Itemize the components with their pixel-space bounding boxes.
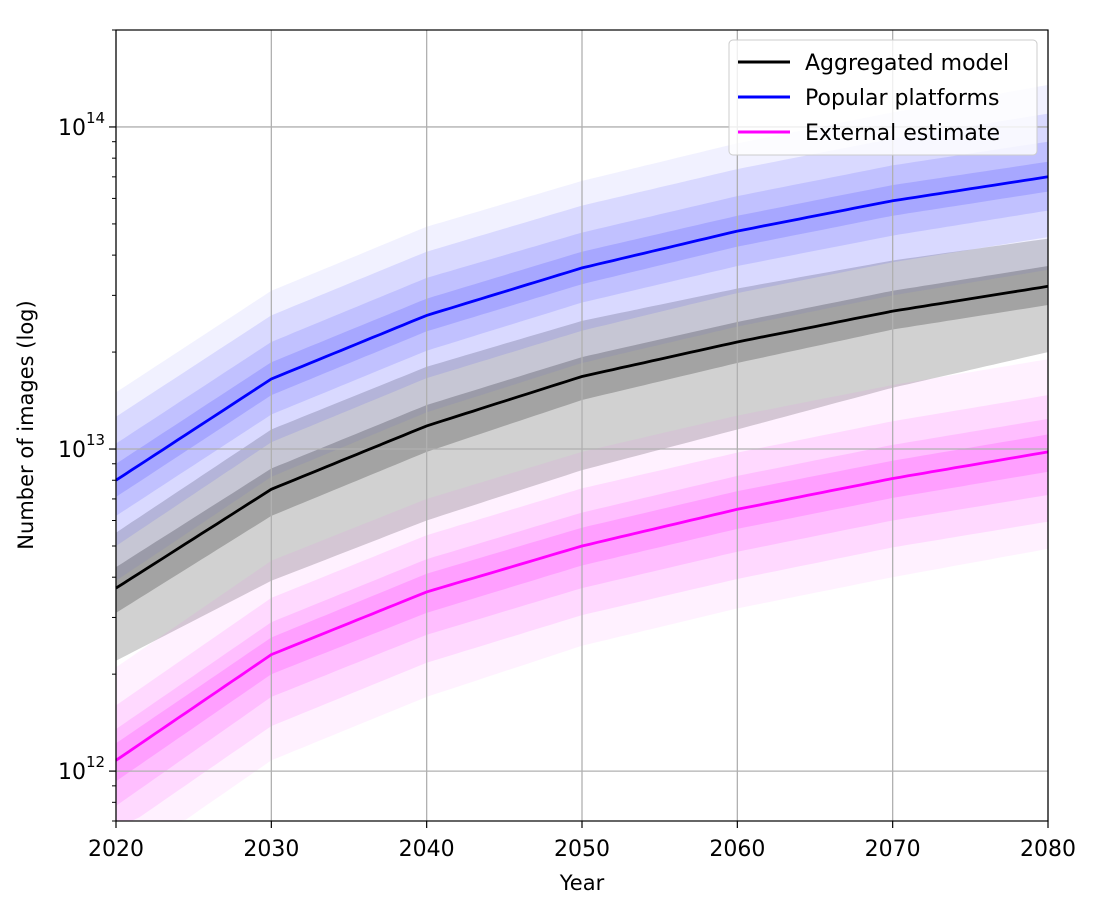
x-tick-label-6: 2080 (1020, 837, 1076, 862)
series-line-2 (115, 450, 1049, 762)
x-axis-label: Year (559, 871, 605, 895)
y-tick-label-1: 10 (58, 438, 86, 463)
legend-box (728, 39, 1038, 156)
legend-label-2: External estimate (805, 121, 1000, 146)
legend-label-1: Popular platforms (805, 86, 999, 111)
y-axis-label: Number of images (log) (14, 300, 38, 549)
x-axis-ticks: 2020 2030 2040 2050 2060 2070 2080 (88, 821, 1076, 862)
band-2-3 (116, 418, 1048, 806)
y-tick-label-2: 10 (58, 116, 86, 141)
y-tick-exp-2: 14 (86, 109, 105, 127)
y-tick-exp-1: 13 (86, 431, 105, 449)
series-line-0 (115, 284, 1049, 590)
x-tick-label-1: 2030 (243, 837, 299, 862)
x-tick-label-5: 2070 (865, 837, 921, 862)
x-tick-label-3: 2050 (554, 837, 610, 862)
x-tick-label-4: 2060 (709, 837, 765, 862)
series-lines (115, 175, 1049, 762)
y-tick-exp-0: 12 (86, 753, 105, 771)
series-line-1 (115, 175, 1049, 482)
legend: Aggregated model Popular platforms Externa… (728, 39, 1038, 156)
x-tick-label-0: 2020 (88, 837, 144, 862)
band-1-3 (116, 161, 1048, 497)
x-tick-label-2: 2040 (399, 837, 455, 862)
band-1-2 (116, 141, 1048, 516)
legend-label-0: Aggregated model (805, 51, 1009, 76)
y-tick-label-0: 10 (58, 760, 86, 785)
